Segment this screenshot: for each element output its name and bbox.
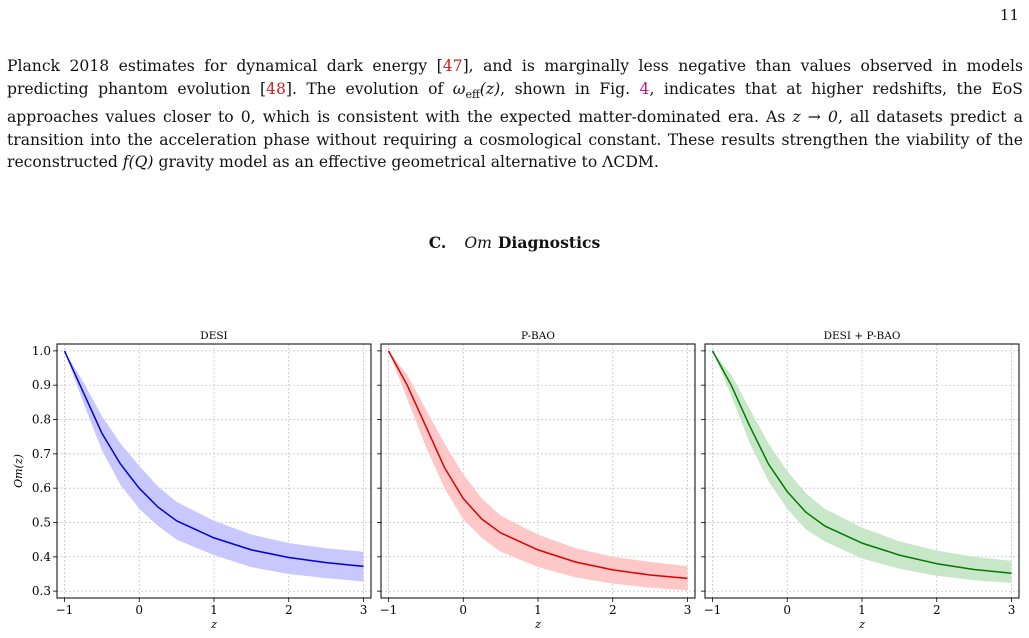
citation-link[interactable]: 48 <box>266 79 286 98</box>
y-tick-label: 0.8 <box>32 413 51 427</box>
x-tick-label: −1 <box>704 603 722 617</box>
series-line <box>387 350 688 580</box>
x-tick-label: 0 <box>459 603 467 617</box>
confidence-band <box>64 350 364 582</box>
confidence-band <box>712 350 1012 583</box>
x-tick-label: 2 <box>285 603 293 617</box>
figure-link[interactable]: 4 <box>639 79 650 98</box>
section-title: Diagnostics <box>497 233 601 252</box>
chart-panel: −1 0 1 2 3 0.3 0.4 0.5 0.6 0.7 0.8 0.9 1.0 DESI z Om(z) <box>12 330 372 631</box>
omega-eff-symbol: ωeff(z) <box>452 79 501 101</box>
x-tick-label: 1 <box>534 603 542 617</box>
y-tick-label: 0.6 <box>32 481 51 495</box>
x-axis-label: z <box>858 618 865 631</box>
chart-title: P-BAO <box>521 330 555 342</box>
body-paragraph: Planck 2018 estimates for dynamical dark… <box>7 57 1023 172</box>
x-tick-label: 1 <box>858 603 866 617</box>
x-tick-label: 3 <box>1008 603 1016 617</box>
section-number: C. <box>428 233 447 252</box>
y-tick-label: 0.7 <box>32 447 51 461</box>
chart-panel: −1 0 1 2 3 DESI + P-BAO z <box>701 330 1020 631</box>
citation-link[interactable]: 47 <box>442 57 463 75</box>
x-tick-label: 3 <box>684 603 692 617</box>
series-line <box>63 350 364 568</box>
fq-math: f(Q) <box>122 153 154 172</box>
page-number: 11 <box>999 6 1019 24</box>
x-tick-label: 3 <box>360 603 368 617</box>
om-diagnostics-figure: −1 0 1 2 3 0.3 0.4 0.5 0.6 0.7 0.8 0.9 1.0 DESI z Om(z)… <box>12 330 1020 631</box>
x-tick-label: −1 <box>380 603 398 617</box>
y-tick-label: 0.3 <box>32 584 51 598</box>
chart-panel: −1 0 1 2 3 P-BAO z <box>377 330 696 631</box>
chart-title: DESI + P-BAO <box>824 330 901 342</box>
x-tick-label: −1 <box>56 603 74 617</box>
x-tick-label: 1 <box>210 603 218 617</box>
x-tick-label: 2 <box>609 603 617 617</box>
chart-title: DESI <box>200 330 227 342</box>
section-heading: C. Om Diagnostics <box>0 233 1029 252</box>
x-tick-label: 0 <box>135 603 143 617</box>
x-tick-label: 2 <box>933 603 941 617</box>
x-axis-label: z <box>210 618 217 631</box>
y-tick-label: 0.9 <box>32 378 51 392</box>
x-tick-label: 0 <box>783 603 791 617</box>
section-om: Om <box>464 234 492 252</box>
x-axis-label: z <box>534 618 541 631</box>
y-tick-label: 1.0 <box>32 344 51 358</box>
y-tick-label: 0.4 <box>32 550 51 564</box>
y-axis-label: Om(z) <box>12 454 25 488</box>
confidence-band <box>388 350 688 591</box>
z-limit-math: z → 0 <box>792 108 838 127</box>
y-tick-label: 0.5 <box>32 515 51 529</box>
series-line <box>711 350 1012 575</box>
